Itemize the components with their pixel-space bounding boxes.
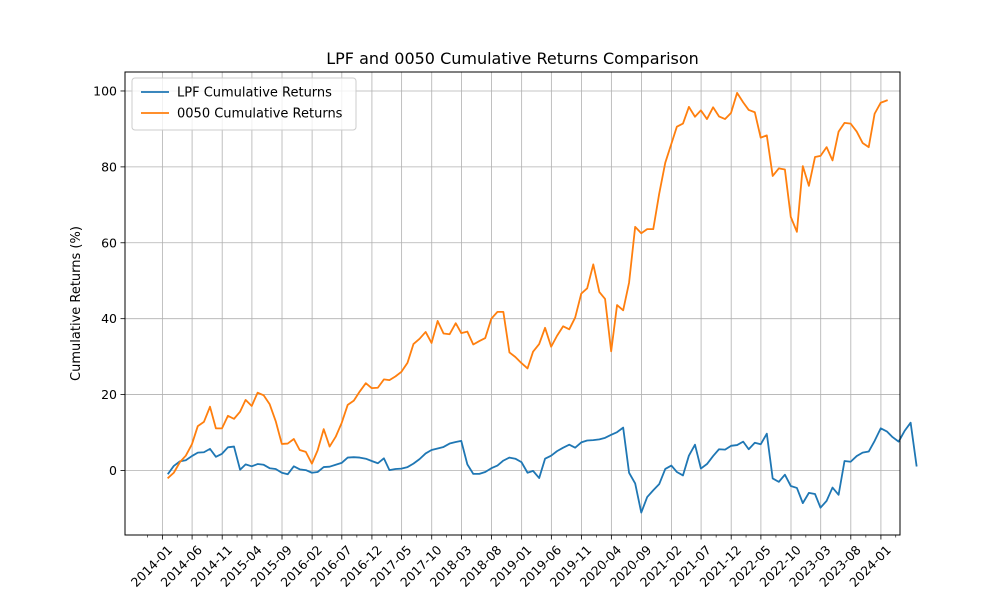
y-axis: 0 20 40 60 80 100 [93, 83, 125, 478]
y-axis-title: Cumulative Returns (%) [69, 226, 84, 381]
y-tick-label: 80 [101, 159, 117, 174]
y-tick-label: 0 [109, 463, 117, 478]
series-line-0050 [167, 91, 888, 479]
y-tick-label: 40 [101, 311, 117, 326]
y-tick-label: 100 [93, 83, 117, 98]
legend-label-lpf: LPF Cumulative Returns [177, 86, 332, 101]
legend-label-0050: 0050 Cumulative Returns [177, 107, 343, 122]
chart-title: LPF and 0050 Cumulative Returns Comparis… [326, 49, 699, 68]
legend: LPF Cumulative Returns 0050 Cumulative R… [131, 77, 357, 131]
series-lines [167, 91, 918, 514]
legend-box [131, 77, 357, 131]
plot-area-frame [124, 71, 901, 536]
y-tick-label: 60 [101, 235, 117, 250]
series-line-lpf [167, 421, 918, 514]
y-tick-label: 20 [101, 387, 117, 402]
